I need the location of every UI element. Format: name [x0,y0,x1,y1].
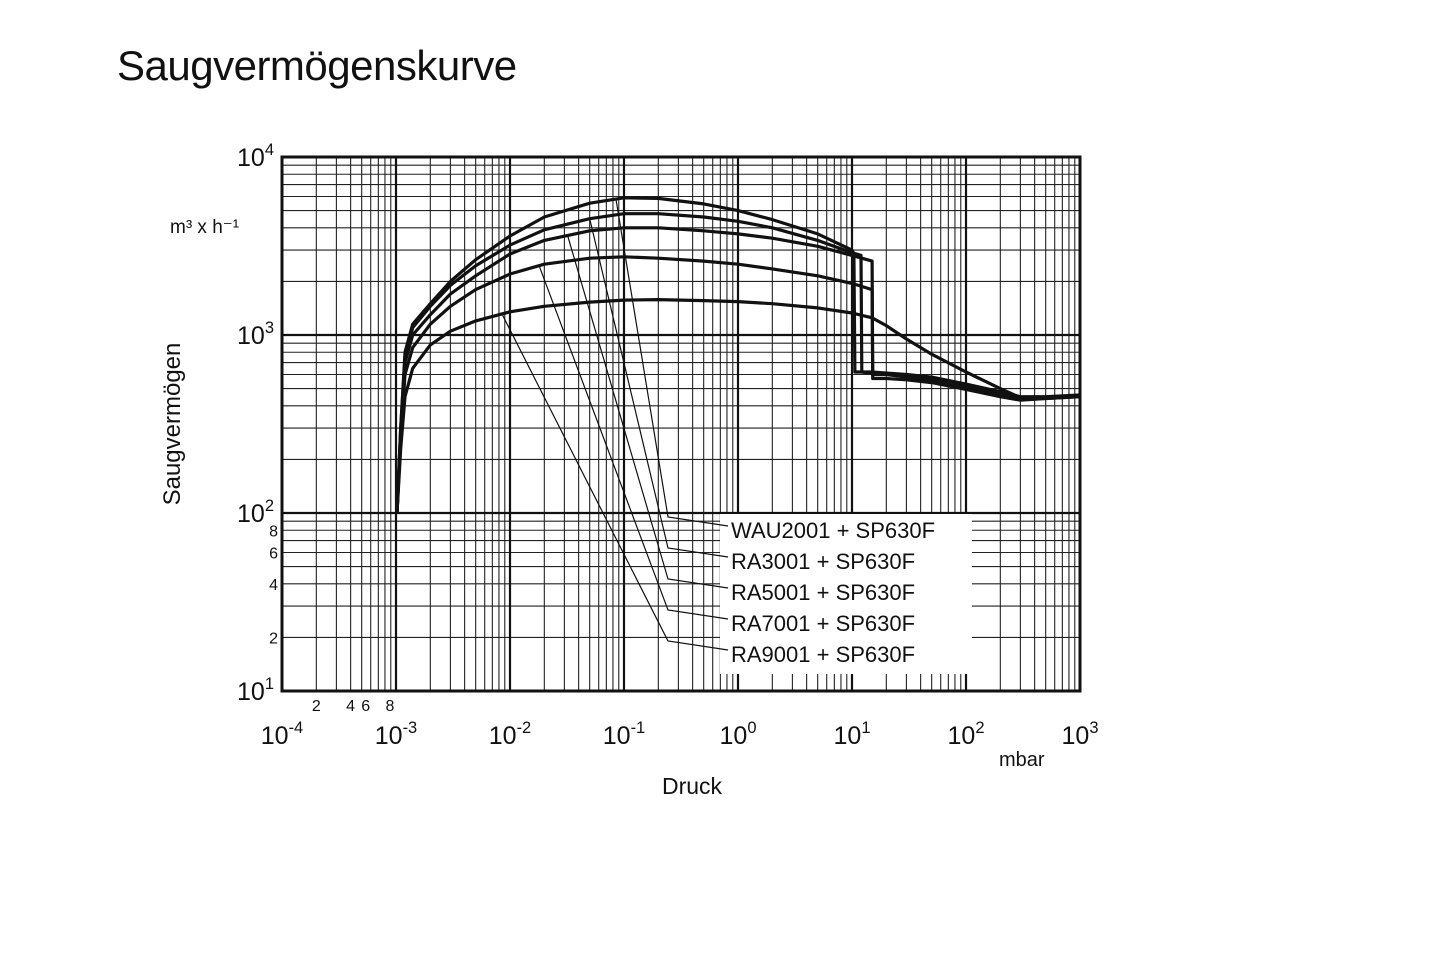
legend-leader-line [501,313,729,651]
tick-labels: 10-4 10-3 10-2 10-1 100 101 102 103 101 102 103 104… [237,141,1099,750]
y-axis-label: Saugvermögen [159,343,186,506]
x-tick-label: 103 [1062,719,1099,750]
y-tick-label: 104 [237,141,274,172]
x-minor-tick-label: 8 [385,698,394,715]
series-line-4 [395,255,1081,514]
series-line-5 [395,298,1081,514]
series-line-3 [395,226,1081,514]
x-minor-tick-label: 4 [346,698,355,715]
y-tick-label: 102 [237,497,274,528]
y-minor-tick-label: 2 [269,630,278,647]
x-tick-label: 10-3 [375,719,417,750]
y-unit-label: m³ x h⁻¹ [170,217,239,238]
x-unit-label: mbar [999,749,1045,771]
legend-entry: RA3001 + SP630F [731,549,915,574]
legend-leader-line [589,218,729,558]
page-title: Saugvermögenskurve [117,42,517,89]
x-tick-label: 10-2 [489,719,531,750]
x-tick-label: 100 [720,719,757,750]
legend-entry: RA9001 + SP630F [731,642,915,667]
x-minor-tick-label: 6 [361,698,370,715]
legend-entry: WAU2001 + SP630F [731,518,935,543]
plot-frame [280,155,1082,693]
x-tick-label: 102 [948,719,985,750]
legend: WAU2001 + SP630F RA3001 + SP630F RA5001 + … [501,198,972,674]
legend-entry: RA7001 + SP630F [731,611,915,636]
legend-leader-line [567,235,729,589]
y-tick-label: 101 [237,675,274,706]
x-minor-tick-label: 2 [312,698,321,715]
y-minor-tick-label: 4 [269,577,278,594]
series-layer [395,196,1081,514]
x-tick-label: 10-4 [261,719,303,750]
x-axis-label: Druck [662,773,723,799]
legend-leader-line [538,265,729,620]
y-minor-tick-label: 6 [269,545,278,562]
y-tick-label: 103 [237,319,274,350]
legend-box [720,514,972,674]
x-tick-label: 101 [834,719,871,750]
legend-entry: RA5001 + SP630F [731,580,915,605]
legend-leader-line [615,198,729,527]
y-minor-tick-label: 8 [269,523,278,540]
x-tick-label: 10-1 [603,719,645,750]
